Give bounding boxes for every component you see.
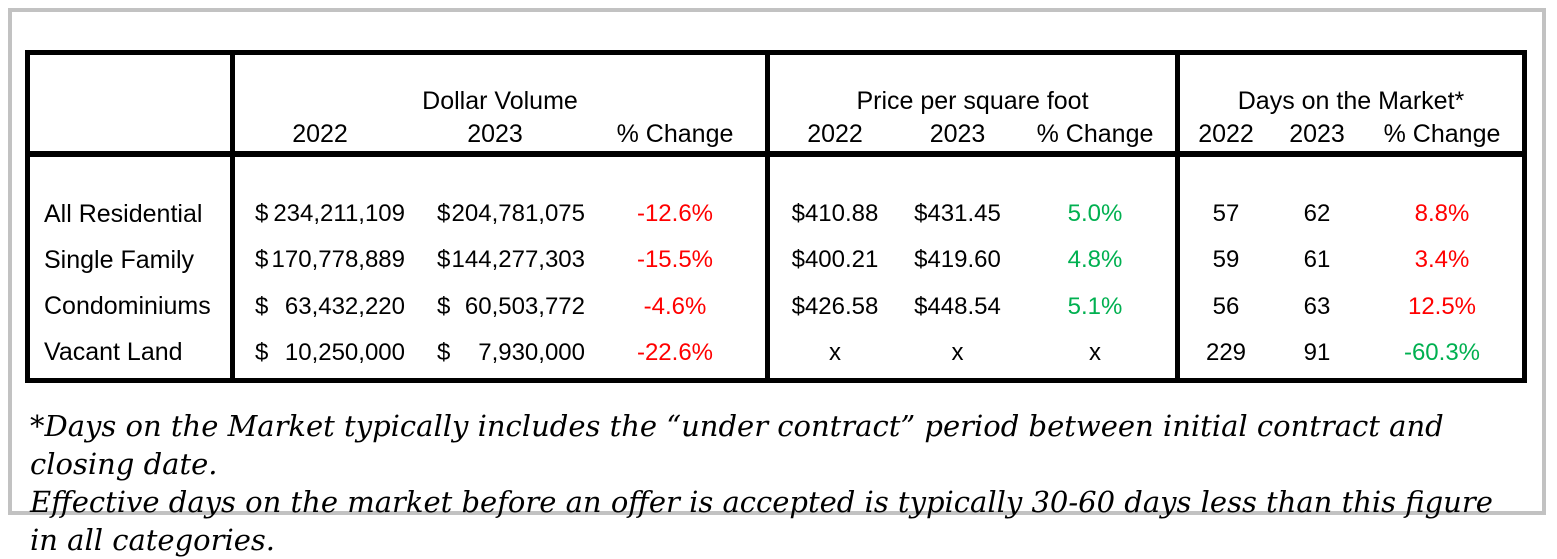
days-on-market-2023-value: 61 <box>1303 246 1331 274</box>
price-per-sqft-body: $410.88 $431.45 5.0% $400.21 $419.60 4.8% $426… <box>770 157 1175 378</box>
dollar-volume-2022-value: $10,250,000 <box>235 330 405 376</box>
market-summary-table: All Residential Single Family Condominiums… <box>25 50 1527 383</box>
dollar-volume-2022-value: $234,211,109 <box>235 191 405 237</box>
footnote: *Days on the Market typically includes t… <box>30 407 1528 559</box>
column-header--change: % Change <box>1383 120 1501 148</box>
dollar-volume-2022-value-amount: 10,250,000 <box>284 338 405 366</box>
days-on-market-column-headers: 2022 2023 % Change <box>1180 118 1522 151</box>
price-per-sqft-2022-value: $426.58 <box>791 292 879 320</box>
section-dollar-volume: Dollar Volume 2022 2023 % Change $234,211,… <box>230 55 765 378</box>
days-on-market-2022-value: 57 <box>1212 200 1240 228</box>
dollar-volume-title: Dollar Volume <box>422 87 578 115</box>
dollar-volume-pct-change: -15.5% <box>636 246 714 274</box>
dollar-volume-2022-value-amount: 63,432,220 <box>284 292 405 320</box>
days-on-market-2023-value: 63 <box>1303 292 1331 320</box>
currency-symbol: $ <box>437 338 451 366</box>
dollar-volume-2022-value-amount: 234,211,109 <box>273 200 405 228</box>
price-per-sqft-pct-change: 5.1% <box>1067 292 1123 320</box>
dollar-volume-body: $234,211,109 $204,781,075 -12.6% $170,778,8… <box>235 157 765 378</box>
dollar-volume-2023-value: $60,503,772 <box>405 284 585 330</box>
dollar-volume-2022-value: $170,778,889 <box>235 237 405 283</box>
dollar-volume-2022-value-amount: 170,778,889 <box>271 246 405 274</box>
section-days-on-market: Days on the Market* 2022 2023 % Change 57 6… <box>1175 55 1522 378</box>
dollar-volume-pct-change: -12.6% <box>636 200 714 228</box>
currency-symbol: $ <box>255 292 269 320</box>
row-label: Condominiums <box>44 292 211 321</box>
column-header--change: % Change <box>616 120 734 148</box>
days-on-market-pct-change: 8.8% <box>1414 200 1470 228</box>
dollar-volume-2023-value-amount: 7,930,000 <box>478 338 585 366</box>
days-on-market-title: Days on the Market* <box>1237 87 1465 115</box>
price-per-sqft-2022-value: $410.88 <box>791 200 879 228</box>
price-per-sqft-column-headers: 2022 2023 % Change <box>770 118 1175 151</box>
column-header-2022: 2022 <box>807 120 863 148</box>
row-label: All Residential <box>44 199 203 228</box>
days-on-market-2022-value: 56 <box>1212 292 1240 320</box>
days-on-market-2023-value: 62 <box>1303 200 1331 228</box>
dollar-volume-header: Dollar Volume 2022 2023 % Change <box>235 55 765 157</box>
dollar-volume-2023-value-amount: 144,277,303 <box>451 246 585 274</box>
days-on-market-2022-value: 229 <box>1205 338 1247 366</box>
dollar-volume-column-headers: 2022 2023 % Change <box>235 118 765 151</box>
column-header-2023: 2023 <box>929 120 986 148</box>
days-on-market-2022-value: 59 <box>1212 246 1240 274</box>
column-header--change: % Change <box>1036 120 1154 148</box>
dollar-volume-2023-value: $204,781,075 <box>405 191 585 237</box>
days-on-market-header: Days on the Market* 2022 2023 % Change <box>1180 55 1522 157</box>
price-per-sqft-title: Price per square foot <box>856 87 1089 115</box>
currency-symbol: $ <box>437 292 451 320</box>
days-on-market-pct-change: 12.5% <box>1407 292 1477 320</box>
currency-symbol: $ <box>255 200 269 228</box>
days-on-market-pct-change: -60.3% <box>1403 338 1481 366</box>
column-header-2022: 2022 <box>292 120 348 148</box>
footnote-line-2: Effective days on the market before an o… <box>30 485 1493 557</box>
section-row-labels: All Residential Single Family Condominiums… <box>30 55 230 378</box>
price-per-sqft-pct-change: 5.0% <box>1067 200 1123 228</box>
price-per-sqft-2023-value: $448.54 <box>914 292 1001 320</box>
row-label: Single Family <box>44 245 195 274</box>
row-labels-header-empty <box>30 55 230 157</box>
price-per-sqft-2023-value: $419.60 <box>914 246 1001 274</box>
section-price-per-sqft: Price per square foot 2022 2023 % Change $… <box>765 55 1175 378</box>
row-labels-body: All Residential Single Family Condominiums… <box>30 157 230 378</box>
dollar-volume-pct-change: -4.6% <box>643 292 707 320</box>
days-on-market-2023-value: 91 <box>1303 338 1331 366</box>
price-per-sqft-pct-change: 4.8% <box>1067 246 1123 274</box>
currency-symbol: $ <box>437 200 451 228</box>
price-per-sqft-pct-change: x <box>1089 338 1101 366</box>
currency-symbol: $ <box>255 246 269 274</box>
price-per-sqft-header: Price per square foot 2022 2023 % Change <box>770 55 1175 157</box>
price-per-sqft-2022-value: x <box>829 338 841 366</box>
column-header-2023: 2023 <box>1289 120 1345 148</box>
column-header-2022: 2022 <box>1198 120 1254 148</box>
report-page: { "colors": { "negative_red": "#FF0000",… <box>8 8 1546 557</box>
dollar-volume-2023-value: $7,930,000 <box>405 330 585 376</box>
price-per-sqft-2023-value: x <box>951 338 964 366</box>
currency-symbol: $ <box>437 246 451 274</box>
price-per-sqft-2023-value: $431.45 <box>914 200 1001 228</box>
price-per-sqft-2022-value: $400.21 <box>791 246 879 274</box>
dollar-volume-2023-value-amount: 60,503,772 <box>464 292 585 320</box>
dollar-volume-2023-value-amount: 204,781,075 <box>451 200 585 228</box>
currency-symbol: $ <box>255 338 269 366</box>
footnote-line-1: *Days on the Market typically includes t… <box>30 409 1444 481</box>
days-on-market-pct-change: 3.4% <box>1414 246 1470 274</box>
column-header-2023: 2023 <box>467 120 523 148</box>
dollar-volume-pct-change: -22.6% <box>636 338 714 366</box>
dollar-volume-2023-value: $144,277,303 <box>405 237 585 283</box>
row-label: Vacant Land <box>44 338 183 367</box>
dollar-volume-2022-value: $63,432,220 <box>235 284 405 330</box>
days-on-market-body: 57 62 8.8% 59 61 3.4% 56 63 12.5% 229 91 -60.3% <box>1180 157 1522 378</box>
